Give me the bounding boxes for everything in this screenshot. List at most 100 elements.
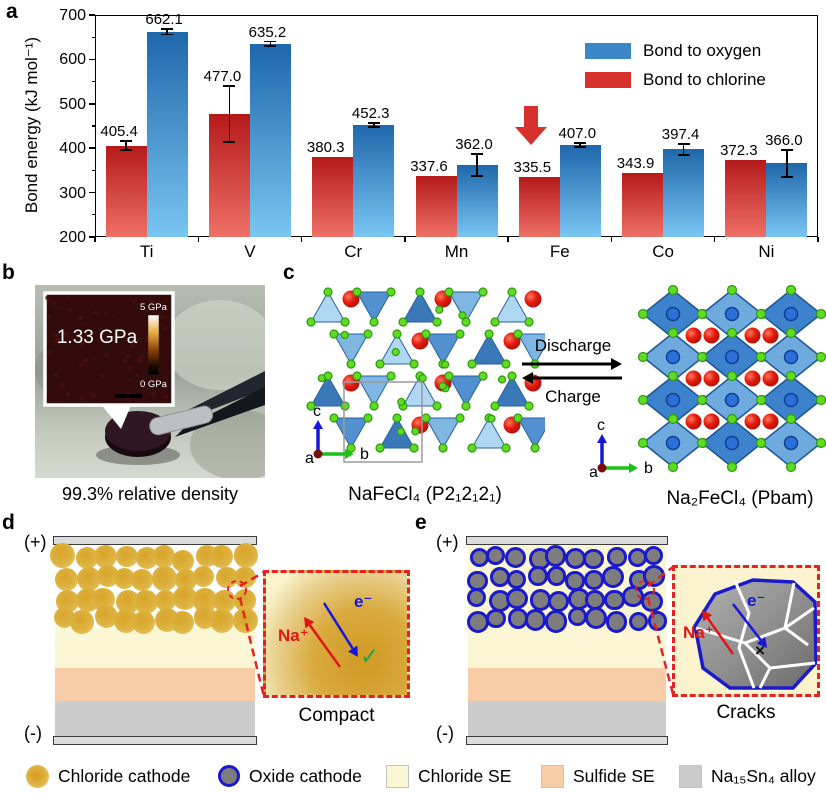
top-electrode [53, 536, 257, 545]
cl-atom [667, 461, 679, 473]
bottom-legend-item: Chloride cathode [26, 762, 190, 790]
cl-atom [815, 308, 826, 320]
y-tick [89, 58, 95, 61]
cl-atom [726, 284, 738, 296]
bar-value-label: 407.0 [558, 125, 597, 143]
cl-atom [726, 370, 738, 382]
cl-atom [696, 308, 708, 320]
fecl4-tetrahedron [333, 333, 369, 366]
chloride-cathode-particle [234, 566, 256, 589]
electron-label-e: e⁻ [747, 591, 766, 610]
fe-atom [724, 435, 740, 451]
colorbar-max-label: 5 GPa [140, 302, 168, 313]
oxide-cathode-particle [504, 546, 526, 568]
cl-atom [458, 311, 467, 320]
oxide-cathode-particle [506, 587, 528, 610]
cl-atom [467, 359, 477, 369]
x-category-label: Mn [444, 242, 469, 261]
map-texture [47, 350, 52, 355]
map-texture [67, 296, 70, 299]
cl-atom [409, 359, 419, 369]
fecl4-tetrahedron [402, 374, 438, 407]
fecl4-tetrahedron [517, 333, 545, 366]
arrow-shaft [524, 106, 539, 127]
cl-atom [392, 413, 402, 423]
colorbar [147, 314, 160, 376]
cl-atom [726, 327, 738, 339]
oxide-cathode-particle [485, 545, 505, 565]
bottom-legend-label: Sulfide SE [573, 765, 655, 786]
y-minor-tick [91, 169, 95, 171]
b-axis-label: b [644, 460, 653, 477]
c-axis-arrow-head [597, 434, 607, 443]
map-texture [135, 374, 139, 377]
legend-entry-chlorine: Bond to chlorine [585, 70, 766, 90]
cl-atom [815, 437, 826, 449]
chloride-cathode-particle [54, 567, 79, 591]
cl-atom [478, 371, 488, 381]
top-electrode [466, 536, 668, 545]
nafecl4-structure: c b a [305, 287, 545, 467]
y-tick-label: 500 [59, 95, 86, 113]
map-texture [54, 337, 61, 344]
cl-atom [346, 359, 356, 369]
cl-atom [435, 305, 444, 314]
map-texture [128, 378, 131, 381]
error-bar [269, 41, 272, 46]
na-atom [685, 370, 702, 387]
panel-e-caption: Cracks [716, 702, 776, 723]
cl-atom [490, 401, 500, 411]
inset-connector [647, 566, 674, 587]
x-category-label: Fe [549, 242, 570, 261]
error-cap [471, 175, 483, 178]
error-cap [120, 140, 133, 143]
error-cap [161, 33, 174, 36]
cl-atom [755, 394, 767, 406]
bottom-electrode [466, 736, 668, 745]
x-tick [713, 237, 716, 242]
chloride-cathode-particle [170, 611, 194, 634]
map-texture [46, 315, 51, 319]
error-cap [367, 126, 380, 129]
fecl4-tetrahedron [379, 416, 415, 449]
oxide-cathode-particle [544, 610, 568, 633]
oxide-cathode-particle [583, 548, 604, 570]
fecl4-tetrahedron [356, 375, 392, 408]
crack-line [758, 667, 772, 689]
panel-d-caption: Compact [298, 705, 375, 726]
cl-atom [455, 329, 465, 339]
cl-atom [441, 360, 450, 369]
y-tick-label: 400 [59, 140, 86, 158]
oxide-cathode-particle [546, 566, 567, 586]
cl-atom [323, 287, 333, 297]
cl-atom [497, 375, 507, 384]
cl-atom [637, 394, 649, 406]
y-axis-title: Bond energy (kJ mol⁻¹) [22, 36, 41, 214]
bar-bond-to-oxygen [353, 124, 395, 237]
bar-bond-to-chlorine [518, 176, 560, 237]
error-cap [471, 153, 483, 155]
bar-value-label: 366.0 [765, 131, 803, 149]
chloride-cathode-particle [192, 565, 215, 588]
cl-atom [667, 327, 679, 339]
chloride-cathode-particle [133, 589, 158, 614]
cl-atom [637, 308, 649, 320]
b-axis-label: b [360, 446, 369, 463]
y-tick-label: 700 [59, 7, 86, 24]
y-tick [89, 147, 95, 149]
legend-label-oxygen: Bond to oxygen [643, 41, 762, 60]
na2fecl4-structure: c b a [590, 284, 826, 481]
na15sn4-alloy-swatch [679, 764, 702, 788]
cl-atom [391, 347, 400, 357]
cl-atom [306, 317, 316, 327]
chloride-cathode-particle [233, 608, 258, 633]
oxide-cathode-particle [644, 545, 664, 565]
error-cap [367, 121, 380, 124]
panel-label-c: c [283, 261, 295, 284]
y-minor-tick [91, 81, 95, 83]
panel-label-d: d [2, 511, 15, 534]
negative-electrode-label-d: (-) [24, 723, 42, 743]
cl-atom [513, 329, 523, 339]
bar-value-label: 362.0 [455, 135, 493, 153]
cl-atom [352, 371, 362, 381]
